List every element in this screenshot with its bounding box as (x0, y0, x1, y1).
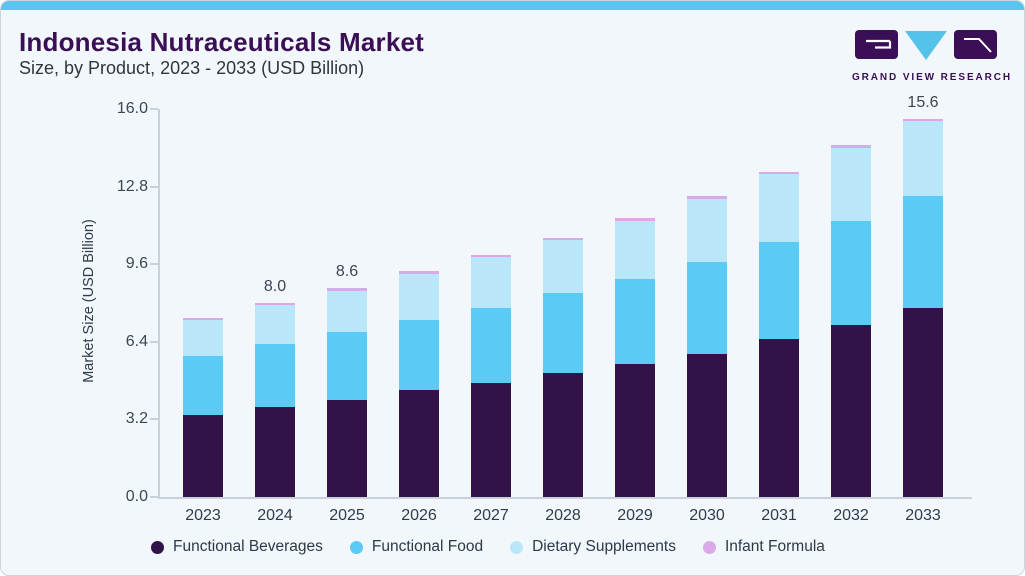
bar-segment-dietary-supplements (255, 305, 295, 345)
bar-segment-functional-food (471, 307, 511, 384)
bar-segment-infant-formula (615, 218, 655, 221)
y-tick-label: 3.2 (125, 410, 148, 428)
grand-view-research-logo: GRAND VIEW RESEARCH (852, 28, 1012, 83)
y-tick-label: 12.8 (116, 177, 148, 195)
legend-dot-icon (510, 540, 524, 554)
legend-item-dietary-supplements: Dietary Supplements (510, 538, 676, 556)
stacked-bar-chart-plot-area: 0.0 3.2 6.4 9.6 12.8 16.0 2023 2024 8.0 2025 8.6 20… (117, 94, 972, 524)
x-axis-label: 2031 (761, 507, 797, 524)
legend-label: Dietary Supplements (532, 538, 676, 555)
x-axis-label: 2027 (473, 507, 509, 524)
bar-segment-functional-beverages (327, 400, 367, 497)
bar-segment-functional-beverages (687, 353, 727, 497)
brand-name: GRAND VIEW RESEARCH (852, 72, 1012, 83)
bar-segment-dietary-supplements (687, 198, 727, 262)
y-tick-label: 0.0 (125, 488, 148, 505)
bar-total-label: 8.0 (263, 278, 287, 295)
y-tick-label: 6.4 (125, 332, 148, 350)
bar-segment-functional-food (759, 242, 799, 340)
bar-segment-functional-beverages (543, 373, 583, 497)
x-axis-label: 2023 (185, 507, 221, 524)
bar-segment-infant-formula (255, 303, 295, 306)
bar-segment-dietary-supplements (183, 319, 223, 357)
legend-item-functional-food: Functional Food (349, 538, 484, 556)
bar-segment-infant-formula (687, 196, 727, 199)
x-axis-label: 2028 (545, 507, 581, 524)
y-tick-mark (150, 496, 158, 498)
bar-segment-infant-formula (399, 271, 439, 274)
bar-segment-dietary-supplements (615, 220, 655, 279)
bar-segment-dietary-supplements (543, 239, 583, 294)
y-tick-mark (150, 340, 158, 343)
bar-segment-infant-formula (759, 172, 799, 175)
bar-segment-infant-formula (183, 317, 223, 320)
bar-segment-functional-food (903, 196, 943, 308)
y-tick-mark (150, 108, 158, 110)
page-subtitle: Size, by Product, 2023 - 2033 (USD Billi… (19, 58, 365, 78)
legend-dot-icon (349, 540, 363, 554)
gvr-logo-icon (855, 30, 997, 60)
legend-label: Functional Beverages (173, 538, 323, 555)
bar-segment-dietary-supplements (903, 121, 943, 197)
x-axis-label: 2029 (617, 507, 653, 524)
bar-segment-functional-beverages (183, 414, 223, 497)
bar-segment-dietary-supplements (327, 290, 367, 333)
bar-segment-functional-beverages (615, 363, 655, 497)
x-axis-label: 2025 (329, 507, 365, 524)
bar-segment-infant-formula (543, 237, 583, 240)
bar-segment-functional-beverages (759, 339, 799, 497)
x-axis-label: 2024 (257, 507, 293, 524)
bar-segment-dietary-supplements (831, 147, 871, 221)
legend-label: Infant Formula (724, 538, 825, 555)
x-axis-label: 2026 (401, 507, 437, 524)
bar-segment-infant-formula (327, 288, 367, 291)
bar-segment-infant-formula (903, 118, 943, 122)
chart-legend: Functional Beverages Functional Food Dieta… (151, 538, 825, 556)
y-tick-label: 16.0 (116, 100, 148, 117)
y-tick-mark (150, 185, 158, 188)
x-axis-label: 2030 (689, 507, 725, 524)
bar-segment-infant-formula (831, 145, 871, 148)
bar-total-label: 15.6 (907, 93, 939, 111)
bar-segment-functional-food (255, 344, 295, 408)
page-title: Indonesia Nutraceuticals Market (19, 27, 424, 57)
bar-segment-functional-food (831, 220, 871, 325)
bar-segment-functional-beverages (831, 324, 871, 497)
y-tick-mark (150, 263, 158, 266)
bar-total-label: 8.6 (335, 263, 359, 281)
legend-dot-icon (702, 540, 716, 554)
bar-segment-functional-beverages (903, 307, 943, 497)
bar-segment-functional-food (399, 320, 439, 391)
x-axis-label: 2033 (905, 507, 941, 524)
bar-segment-functional-beverages (255, 407, 295, 497)
accent-top-strip (1, 1, 1024, 10)
legend-item-functional-beverages: Functional Beverages (151, 538, 323, 556)
bar-segment-functional-food (615, 278, 655, 364)
bar-segment-functional-food (183, 356, 223, 415)
y-axis-title: Market Size (USD Billion) (81, 219, 97, 383)
bar-segment-dietary-supplements (471, 256, 511, 308)
bar-segment-functional-food (543, 293, 583, 374)
y-tick-label: 9.6 (125, 255, 148, 273)
legend-item-infant-formula: Infant Formula (702, 538, 825, 556)
y-tick-mark (150, 418, 158, 421)
legend-label: Functional Food (371, 538, 484, 555)
bar-segment-functional-food (687, 261, 727, 354)
bar-segment-functional-food (327, 332, 367, 400)
legend-dot-icon (151, 540, 164, 554)
bar-segment-dietary-supplements (759, 174, 799, 243)
x-axis-label: 2032 (833, 507, 869, 524)
bar-segment-dietary-supplements (399, 273, 439, 320)
bar-segment-functional-beverages (399, 390, 439, 497)
bar-segment-functional-beverages (471, 383, 511, 497)
bar-segment-infant-formula (471, 254, 511, 257)
